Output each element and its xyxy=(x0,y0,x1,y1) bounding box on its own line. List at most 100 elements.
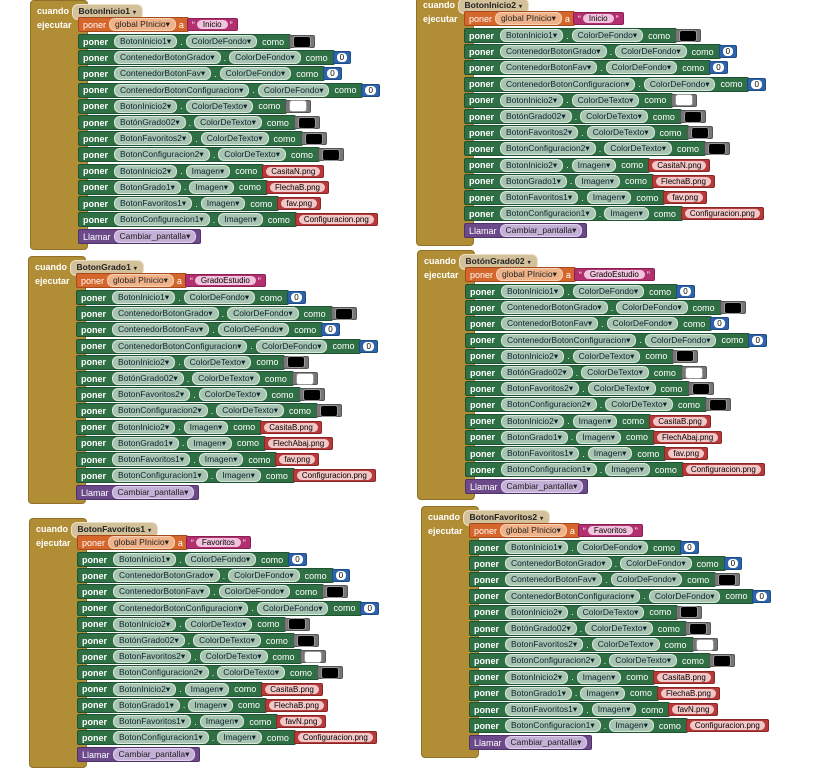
set-property-block[interactable]: poner ContenedorBotonFav▾. ColorDeFondo▾ co… xyxy=(77,584,325,600)
component-dropdown[interactable]: BotonFavoritos2▾ xyxy=(501,382,580,396)
text-block[interactable]: “Favoritos” xyxy=(577,524,643,537)
component-dropdown[interactable]: ContenedorBotonConfiguracion▾ xyxy=(505,589,641,603)
text-block[interactable]: CasitaN.png xyxy=(262,164,325,178)
text-block[interactable]: CasitaB.png xyxy=(649,414,711,428)
number-block[interactable]: 0 xyxy=(287,291,306,304)
component-dropdown[interactable]: BotonGrado1▾ xyxy=(500,174,567,188)
set-property-block[interactable]: poner BotonInicio1▾. ColorDeFondo▾ como xyxy=(465,284,679,299)
text-block[interactable]: “Favoritos” xyxy=(185,536,251,549)
number-block[interactable]: 0 xyxy=(360,601,379,615)
color-swatch[interactable] xyxy=(320,404,338,417)
property-dropdown[interactable]: Imagen▾ xyxy=(587,447,633,460)
text-block[interactable]: favN.png xyxy=(668,703,719,716)
number-block[interactable]: 0 xyxy=(321,323,340,337)
color-block[interactable] xyxy=(298,388,325,402)
property-dropdown[interactable]: Imagen▾ xyxy=(609,719,654,733)
property-dropdown[interactable]: Imagen▾ xyxy=(572,414,618,428)
set-property-block[interactable]: poner ContenedorBotonConfiguracion▾. Color… xyxy=(76,338,362,354)
color-block[interactable] xyxy=(291,372,318,385)
set-property-block[interactable]: poner BotonFavoritos1▾. Imagen▾ como xyxy=(76,452,278,467)
color-swatch[interactable] xyxy=(296,634,315,647)
set-property-block[interactable]: poner ContenedorBotonConfiguracion▾. Color… xyxy=(77,600,363,616)
property-dropdown[interactable]: ColorDeTexto▾ xyxy=(198,388,267,402)
color-block[interactable] xyxy=(317,666,343,680)
property-dropdown[interactable]: Imagen▾ xyxy=(576,430,622,444)
color-block[interactable] xyxy=(680,366,707,379)
set-property-block[interactable]: poner BotonFavoritos1▾. Imagen▾ como xyxy=(78,196,280,211)
property-dropdown[interactable]: ColorDeFondo▾ xyxy=(217,323,290,337)
set-property-block[interactable]: poner ContenedorBotonFav▾. ColorDeFondo▾ co… xyxy=(78,66,326,82)
component-dropdown[interactable]: ContenedorBotonFav▾ xyxy=(500,61,598,75)
set-property-block[interactable]: poner ContenedorBotonGrado▾. ColorDeFondo▾… xyxy=(465,300,722,316)
component-dropdown[interactable]: BotonGrado1▾ xyxy=(501,430,568,444)
text-block[interactable]: Configuracion.png xyxy=(685,719,769,733)
number-value[interactable]: 0 xyxy=(365,85,376,95)
text-block[interactable]: “GradoEstudio” xyxy=(573,268,655,281)
component-dropdown[interactable]: BotonConfiguracion2▾ xyxy=(114,148,210,162)
property-dropdown[interactable]: ColorDeFondo▾ xyxy=(620,557,692,571)
color-swatch[interactable] xyxy=(683,110,702,123)
color-swatch[interactable] xyxy=(288,618,307,631)
property-dropdown[interactable]: Imagen▾ xyxy=(198,453,244,466)
procedure-dropdown[interactable]: Cambiar_pantalla▾ xyxy=(112,748,196,762)
color-block[interactable] xyxy=(709,654,735,668)
text-block[interactable]: CasitaB.png xyxy=(653,670,715,684)
set-property-block[interactable]: poner BotonInicio2▾. ColorDeTexto▾ como xyxy=(77,616,287,632)
property-dropdown[interactable]: ColorDeFondo▾ xyxy=(643,77,716,91)
set-property-block[interactable]: poner ContenedorBotonFav▾. ColorDeFondo▾ co… xyxy=(469,572,717,588)
property-dropdown[interactable]: ColorDeFondo▾ xyxy=(183,291,256,304)
set-property-block[interactable]: poner BotonConfiguracion1▾. Imagen▾ como xyxy=(465,462,684,478)
component-dropdown[interactable]: BotonInicio1▾ xyxy=(501,285,565,298)
text-block[interactable]: CasitaB.png xyxy=(260,420,322,434)
color-block[interactable] xyxy=(330,307,357,321)
color-swatch[interactable] xyxy=(691,382,710,395)
set-property-block[interactable]: poner BotonInicio1▾. ColorDeFondo▾ como xyxy=(78,34,292,49)
component-dropdown[interactable]: BotonInicio2▾ xyxy=(505,670,569,684)
color-block[interactable] xyxy=(684,622,711,635)
text-value[interactable]: FlechAbaj.png xyxy=(268,438,330,448)
component-dropdown[interactable]: BotonGrado1▾ xyxy=(112,436,179,450)
number-value[interactable]: 0 xyxy=(327,69,338,79)
set-property-block[interactable]: poner ContenedorBotonGrado▾. ColorDeFondo▾… xyxy=(77,568,334,584)
property-dropdown[interactable]: Imagen▾ xyxy=(591,703,637,716)
component-dropdown[interactable]: BotonConfiguracion1▾ xyxy=(112,469,208,483)
set-property-block[interactable]: poner BotónGrado02▾. ColorDeTexto▾ como xyxy=(77,633,295,648)
set-property-block[interactable]: poner ContenedorBotonGrado▾. ColorDeFondo▾… xyxy=(464,44,721,60)
color-block[interactable] xyxy=(289,35,316,48)
color-block[interactable] xyxy=(284,617,311,631)
component-dropdown[interactable]: BotonInicio2▾ xyxy=(501,349,565,363)
text-block[interactable]: CasitaN.png xyxy=(648,158,711,172)
property-dropdown[interactable]: Imagen▾ xyxy=(187,436,233,450)
set-property-block[interactable]: poner BotonInicio2▾. Imagen▾ como xyxy=(76,419,263,435)
color-block[interactable] xyxy=(300,132,327,146)
number-block[interactable]: 0 xyxy=(359,339,378,353)
set-property-block[interactable]: poner BotonConfiguracion1▾. Imagen▾ como xyxy=(76,468,295,484)
property-dropdown[interactable]: ColorDeFondo▾ xyxy=(615,45,687,59)
property-dropdown[interactable]: ColorDeTexto▾ xyxy=(199,650,268,664)
text-value[interactable]: fav.png xyxy=(281,199,318,208)
set-property-block[interactable]: poner BotonConfiguracion2▾. ColorDeTexto▾ c… xyxy=(469,653,711,669)
property-dropdown[interactable]: ColorDeTexto▾ xyxy=(217,666,285,680)
property-dropdown[interactable]: ColorDeTexto▾ xyxy=(609,654,677,668)
component-dropdown[interactable]: ContenedorBotonFav▾ xyxy=(112,323,210,337)
color-block[interactable] xyxy=(293,116,320,129)
set-property-block[interactable]: poner BotonGrado1▾. Imagen▾ como xyxy=(76,435,267,451)
call-procedure-block[interactable]: Llamar Cambiar_pantalla▾ xyxy=(464,223,588,239)
component-dropdown[interactable]: ContenedorBotonConfiguracion▾ xyxy=(113,601,249,615)
color-swatch[interactable] xyxy=(718,573,737,586)
component-dropdown[interactable]: BotonFavoritos1▾ xyxy=(113,715,192,728)
set-property-block[interactable]: poner BotonInicio1▾. ColorDeFondo▾ como xyxy=(77,552,291,567)
component-dropdown[interactable]: BotonConfiguracion1▾ xyxy=(500,207,596,221)
set-property-block[interactable]: poner ContenedorBotonConfiguracion▾. Color… xyxy=(465,332,751,348)
color-block[interactable] xyxy=(675,29,702,42)
color-block[interactable] xyxy=(704,142,730,156)
set-property-block[interactable]: poner BotonInicio2▾. ColorDeTexto▾ como xyxy=(76,354,286,370)
global-variable-dropdown[interactable]: global PInicio▾ xyxy=(500,524,567,537)
component-dropdown[interactable]: BotonInicio2▾ xyxy=(114,164,178,178)
set-property-block[interactable]: poner BotónGrado02▾. ColorDeTexto▾ como xyxy=(469,621,687,636)
component-dropdown[interactable]: BotonFavoritos2▾ xyxy=(113,650,192,664)
call-procedure-block[interactable]: Llamar Cambiar_pantalla▾ xyxy=(469,735,593,751)
property-dropdown[interactable]: ColorDeTexto▾ xyxy=(587,382,656,396)
set-property-block[interactable]: poner BotonFavoritos1▾. Imagen▾ como xyxy=(464,190,666,205)
component-dropdown[interactable]: BotonInicio1▾ xyxy=(114,35,178,48)
